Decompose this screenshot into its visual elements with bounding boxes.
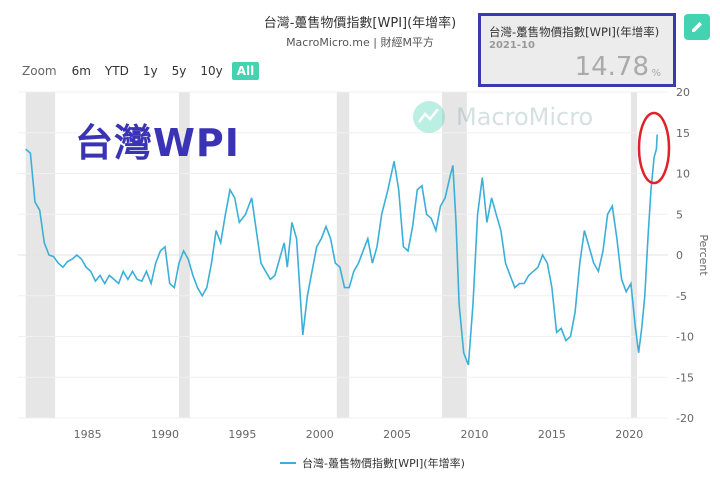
info-box-date: 2021-10 <box>489 40 535 51</box>
macromicro-logo-icon <box>413 101 445 133</box>
zoom-5y-button[interactable]: 5y <box>171 64 187 78</box>
y-tick-label: 20 <box>676 86 690 99</box>
watermark-text: MacroMicro <box>456 103 594 131</box>
legend-swatch <box>280 462 296 464</box>
info-box-unit: % <box>651 68 661 79</box>
y-tick-label: 5 <box>676 208 683 221</box>
x-tick-label: 1990 <box>151 428 179 441</box>
y-tick-label: 10 <box>676 168 690 181</box>
zoom-10y-button[interactable]: 10y <box>200 64 223 78</box>
x-tick-label: 1995 <box>228 428 256 441</box>
legend-label: 台灣-躉售物價指數[WPI](年增率) <box>302 457 465 470</box>
highlight-circle <box>637 111 671 185</box>
y-tick-label: -15 <box>676 371 694 384</box>
y-tick-label: 0 <box>676 249 683 262</box>
x-tick-label: 2000 <box>306 428 334 441</box>
zoom-ytd-button[interactable]: YTD <box>104 64 129 78</box>
x-tick-label: 2015 <box>538 428 566 441</box>
latest-value-box: 台灣-躉售物價指數[WPI](年增率) 2021-10 14.78 % <box>478 13 676 87</box>
edit-button[interactable] <box>684 14 710 40</box>
series-line <box>25 134 658 366</box>
zoom-all-button[interactable]: All <box>231 62 260 80</box>
pencil-icon <box>692 22 702 32</box>
y-tick-label: 15 <box>676 127 690 140</box>
zoom-6m-button[interactable]: 6m <box>71 64 91 78</box>
x-tick-label: 2020 <box>615 428 643 441</box>
y-tick-label: -10 <box>676 331 694 344</box>
x-tick-label: 1985 <box>74 428 102 441</box>
y-tick-label: -20 <box>676 412 694 425</box>
chart-subtitle: MacroMicro.me | 財經M平方 <box>286 36 434 49</box>
x-tick-label: 2010 <box>461 428 489 441</box>
y-axis-label: Percent <box>697 234 710 276</box>
zoom-label: Zoom <box>22 64 57 78</box>
zoom-bar: Zoom 6m YTD 1y 5y 10y All <box>22 62 260 80</box>
watermark: MacroMicro <box>412 100 593 134</box>
x-tick-label: 2005 <box>383 428 411 441</box>
info-box-title: 台灣-躉售物價指數[WPI](年增率) <box>489 25 660 39</box>
y-tick-label: -5 <box>676 290 687 303</box>
chart-title: 台灣-躉售物價指數[WPI](年增率) <box>263 16 457 31</box>
info-box-value: 14.78 <box>574 52 649 82</box>
zoom-1y-button[interactable]: 1y <box>142 64 158 78</box>
overlay-label: 台灣WPI <box>75 121 240 165</box>
legend[interactable]: 台灣-躉售物價指數[WPI](年增率) <box>280 455 465 471</box>
